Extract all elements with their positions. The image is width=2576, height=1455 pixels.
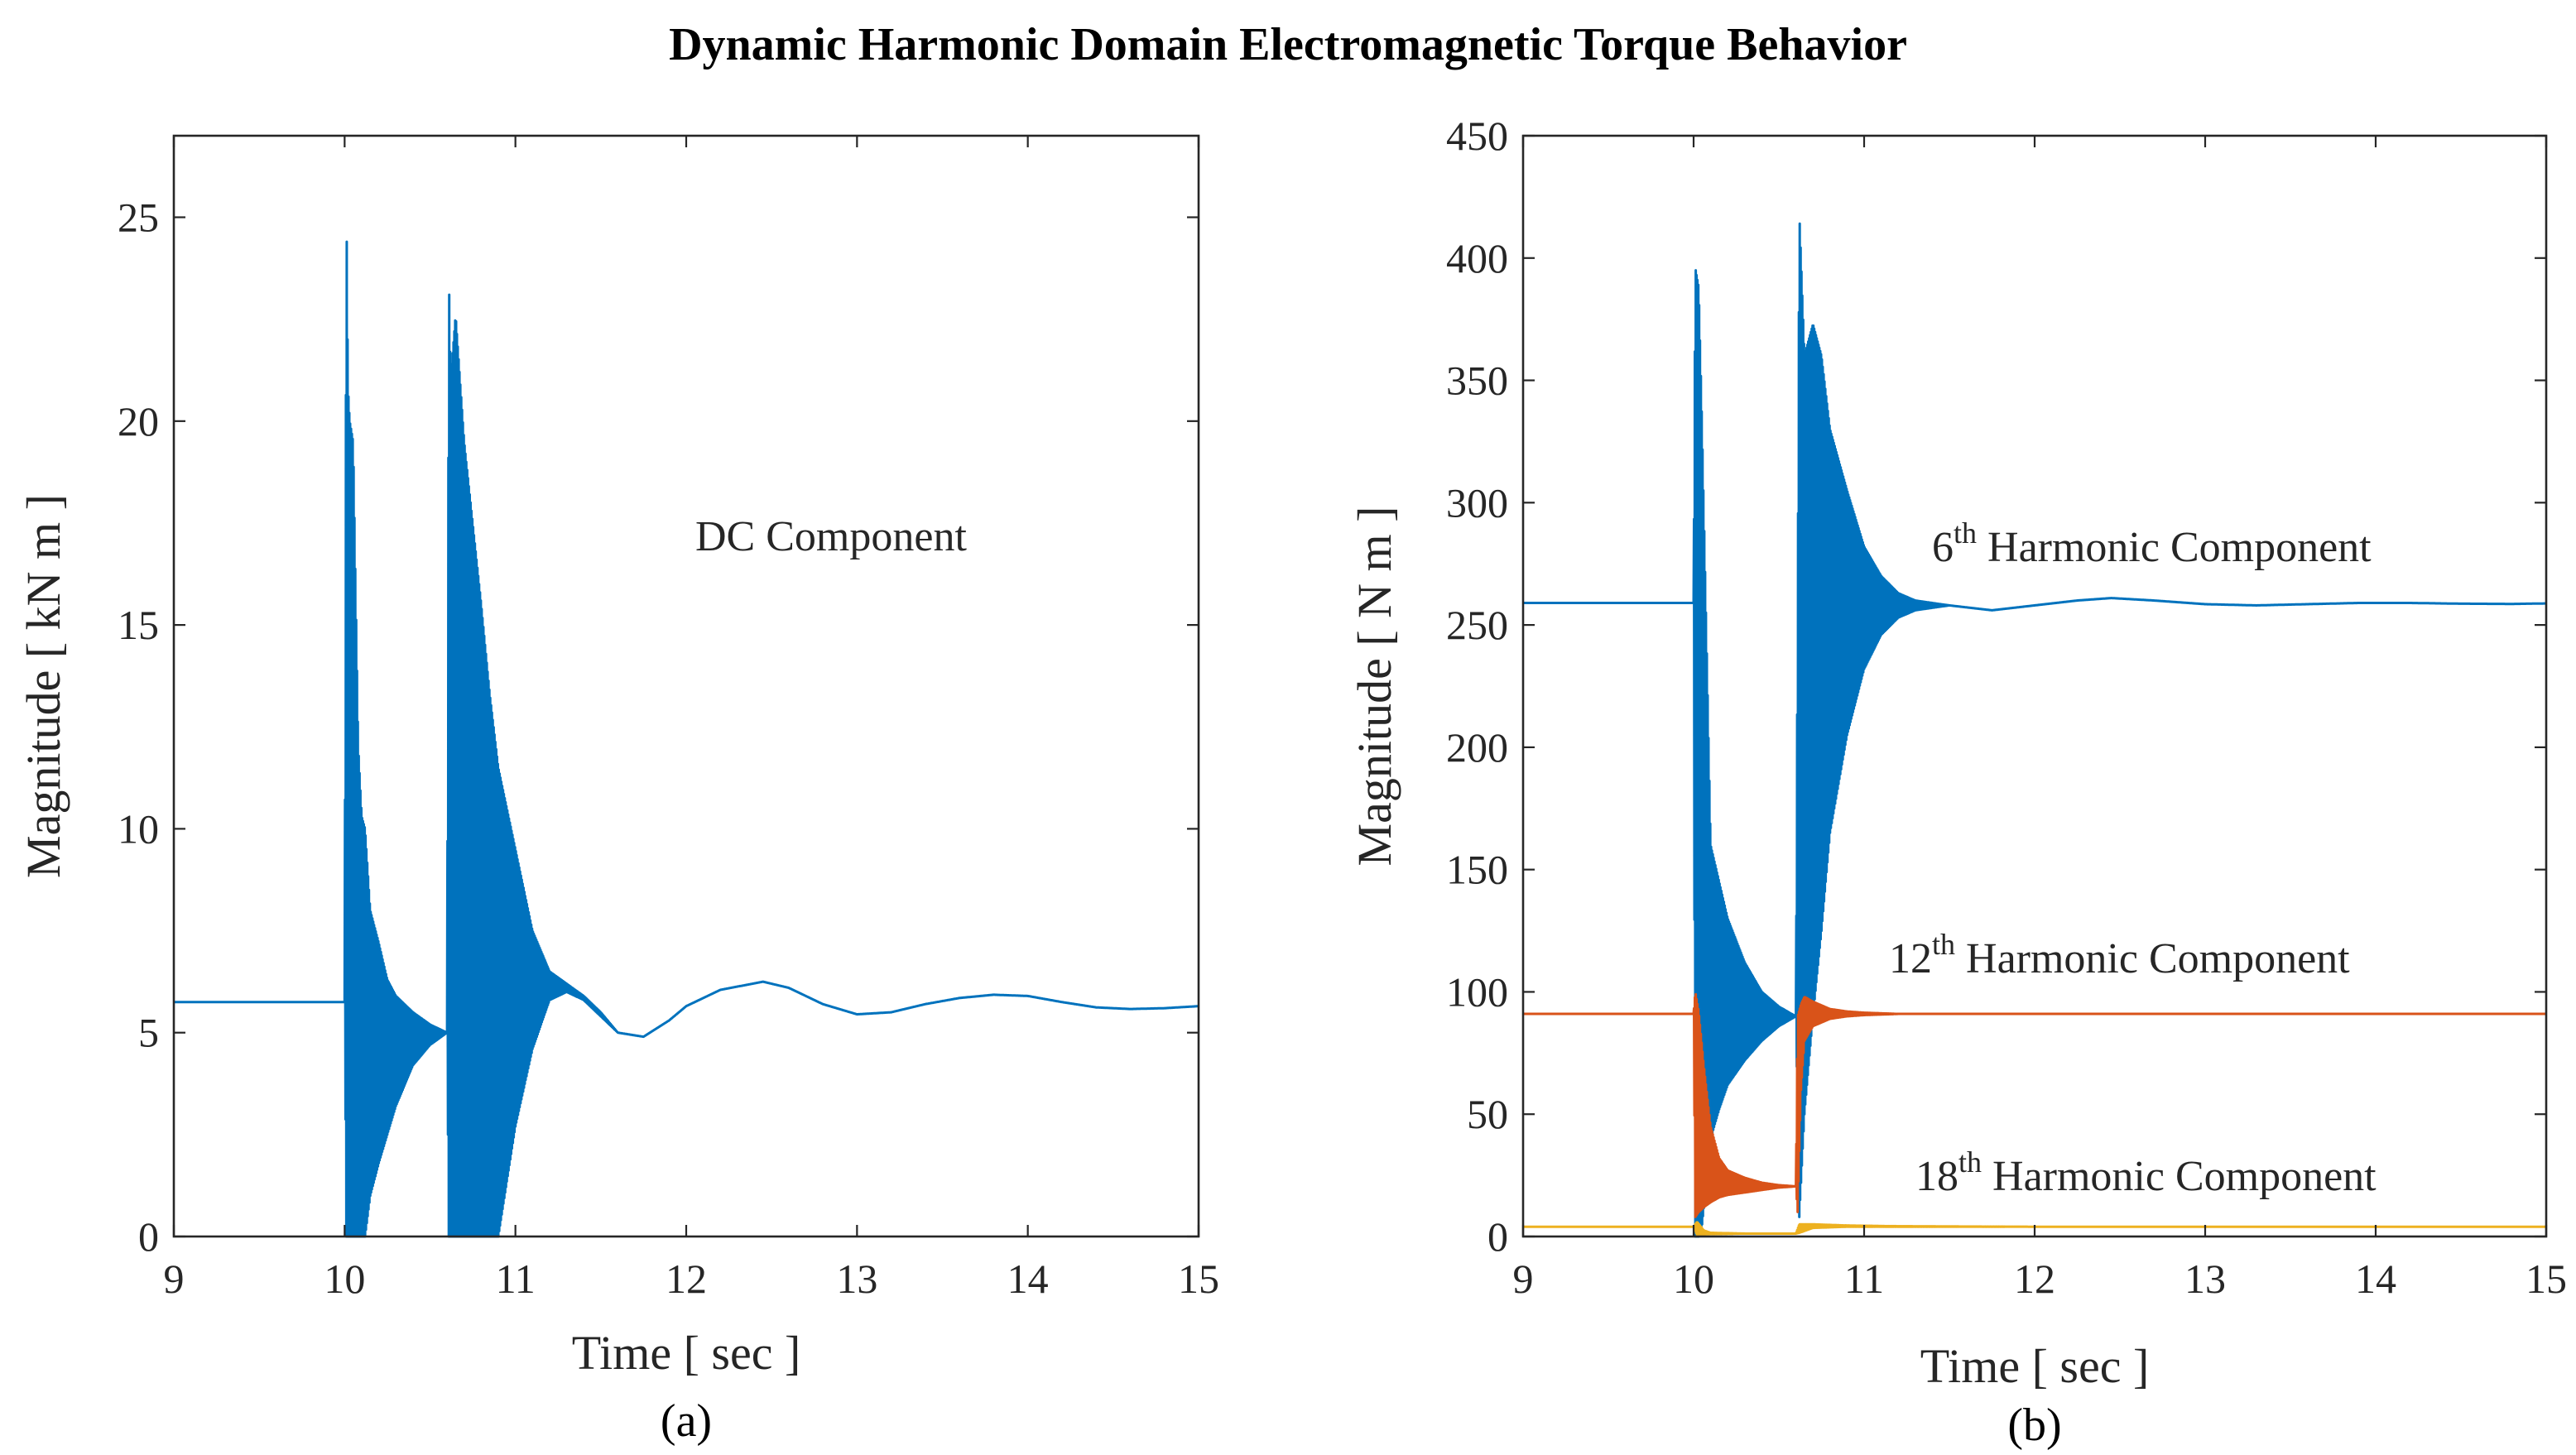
y-tick-label: 5 (138, 1010, 159, 1056)
annotation-rest: Harmonic Component (1955, 935, 2350, 982)
y-tick-label: 300 (1446, 479, 1508, 526)
y-tick-label: 0 (138, 1213, 159, 1260)
x-tick-label: 12 (666, 1256, 707, 1302)
y-tick-label: 250 (1446, 602, 1508, 648)
annotation-6th-harmonic: 6th Harmonic Component (1932, 516, 2372, 571)
y-tick-label: 200 (1446, 724, 1508, 771)
x-tick-label: 13 (836, 1256, 877, 1302)
annotation-number: 6 (1932, 524, 1954, 571)
x-tick-label: 9 (164, 1256, 185, 1302)
figure-title: Dynamic Harmonic Domain Electromagnetic … (669, 19, 1907, 70)
panel-caption: (a) (661, 1395, 712, 1447)
annotation-dc-component: DC Component (695, 513, 967, 560)
annotation-superscript: th (1954, 516, 1977, 550)
x-tick-label: 10 (1673, 1256, 1714, 1302)
annotation-12th-harmonic: 12th Harmonic Component (1889, 928, 2350, 982)
annotation-rest: Harmonic Component (1982, 1153, 2377, 1200)
annotation-18th-harmonic: 18th Harmonic Component (1915, 1145, 2377, 1200)
y-tick-label: 150 (1446, 847, 1508, 893)
y-tick-label: 20 (118, 398, 159, 444)
axis-ticks: 9 10 11 12 13 14 15 0 5 10 15 20 25 (118, 136, 1219, 1302)
annotation-rest: Harmonic Component (1977, 524, 2372, 571)
y-tick-label: 0 (1487, 1213, 1508, 1260)
x-axis-label: Time [ sec ] (1920, 1339, 2150, 1393)
annotation-superscript: th (1932, 928, 1955, 961)
x-tick-label: 11 (496, 1256, 536, 1302)
y-tick-label: 400 (1446, 235, 1508, 281)
x-tick-label: 10 (324, 1256, 365, 1302)
x-tick-label: 15 (1178, 1256, 1219, 1302)
x-tick-label: 14 (2355, 1256, 2396, 1302)
y-tick-label: 10 (118, 805, 159, 852)
x-tick-label: 9 (1513, 1256, 1534, 1302)
x-tick-label: 12 (2014, 1256, 2055, 1302)
y-tick-label: 50 (1467, 1091, 1508, 1137)
series-line-1 (173, 240, 1199, 1238)
y-tick-label: 450 (1446, 113, 1508, 159)
y-axis-label: Magnitude [ kN m ] (17, 494, 70, 878)
y-tick-label: 25 (118, 194, 159, 241)
annotation-superscript: th (1958, 1145, 1982, 1179)
panel-caption: (b) (2007, 1400, 2061, 1451)
chart-panel-b: 9 10 11 12 13 14 15050100150200250300350400450… (1348, 113, 2567, 1451)
y-tick-label: 350 (1446, 358, 1508, 404)
series-line-1 (1522, 222, 2547, 1238)
x-tick-label: 15 (2526, 1256, 2567, 1302)
x-tick-label: 13 (2184, 1256, 2226, 1302)
series-layer (173, 240, 1199, 1238)
annotation-number: 18 (1915, 1153, 1958, 1200)
x-tick-label: 11 (1844, 1256, 1884, 1302)
x-tick-label: 14 (1007, 1256, 1049, 1302)
x-axis-label: Time [ sec ] (572, 1326, 801, 1380)
y-axis-label: Magnitude [ N m ] (1348, 507, 1401, 867)
y-tick-label: 100 (1446, 968, 1508, 1015)
series-line-2 (1522, 992, 2547, 1218)
chart-panel-a: 9 10 11 12 13 14 15 0 5 10 15 20 25 Time [ sec ] Mag… (17, 134, 1219, 1447)
annotation-number: 12 (1889, 935, 1932, 982)
y-tick-label: 15 (118, 602, 159, 648)
